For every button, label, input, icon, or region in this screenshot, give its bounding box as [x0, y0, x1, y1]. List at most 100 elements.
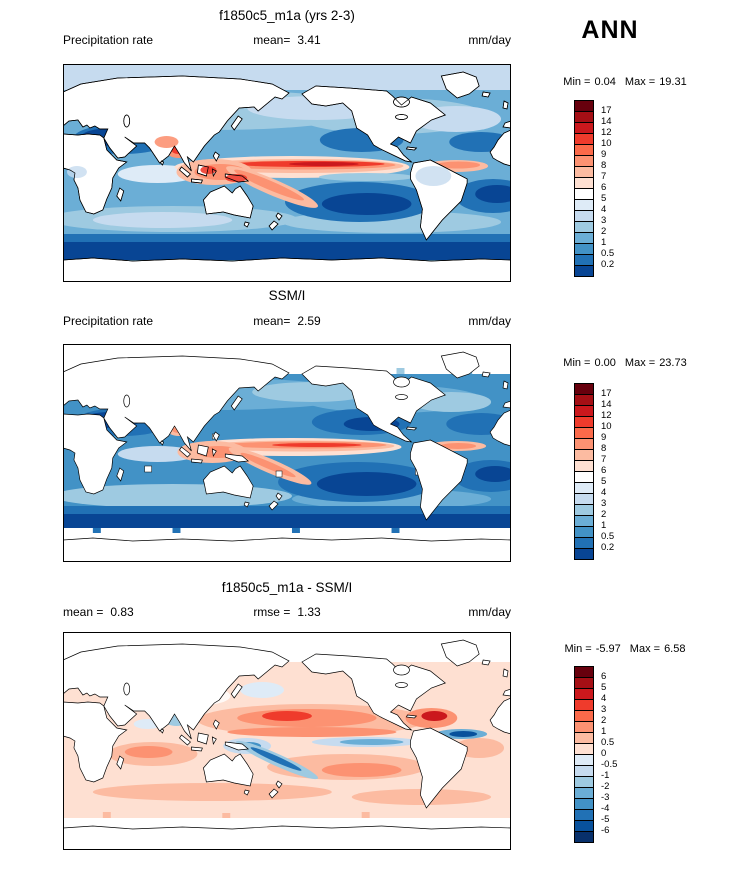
panel1-mean-value: 3.41 [297, 33, 321, 47]
colorbar-tick-label: 7 [601, 171, 607, 182]
colorbar-cell [575, 472, 593, 483]
panel1-mean: mean= 3.41 [63, 33, 511, 47]
panel2-title: SSM/I [268, 288, 306, 303]
panel3-mean-value: 0.83 [110, 605, 134, 619]
panel1-min-label: Min = [563, 76, 591, 88]
panel1-max-value: 19.31 [659, 76, 687, 88]
colorbar-cell [575, 733, 593, 744]
colorbar-cell [575, 788, 593, 799]
colorbar-tick-label: 10 [601, 421, 612, 432]
panel3-title: f1850c5_m1a - SSM/I [221, 580, 353, 595]
colorbar-cell [575, 395, 593, 406]
colorbar-cell [575, 527, 593, 538]
panel3-colorbar: 6 5 4 3 2 1 0.5 0 -0.5 -1 -2 -3 -4 -5 -6 [574, 666, 644, 843]
colorbar-cell [575, 200, 593, 211]
colorbar-tick-label: 1 [601, 237, 607, 248]
colorbar-tick-label: 0.2 [601, 259, 615, 270]
panel2-minmax: Min = 0.00 Max = 23.73 [520, 357, 730, 369]
colorbar-cell [575, 461, 593, 472]
panel1-units: mm/day [468, 33, 511, 47]
map-border [63, 632, 511, 850]
colorbar-tick-label: 3 [601, 498, 607, 509]
panel3-min-label: Min = [564, 643, 592, 655]
panel2-min-value: 0.00 [594, 357, 616, 369]
colorbar-cell [575, 134, 593, 145]
colorbar-cell [575, 678, 593, 689]
map-border [63, 344, 511, 562]
panel2-colorbar: 17 14 12 10 9 8 7 6 5 4 3 2 1 0.5 0.2 [574, 383, 644, 560]
colorbar-tick-label: 12 [601, 410, 612, 421]
land-precip-patches [66, 136, 452, 186]
colorbar-cell [575, 101, 593, 112]
colorbar-tick-label: 6 [601, 182, 607, 193]
colorbar-tick-label: 2 [601, 509, 607, 520]
panel1-stats-row: Precipitation rate mean= 3.41 mm/day [63, 33, 511, 48]
colorbar-tick-label: 10 [601, 138, 612, 149]
panel3-minmax: Min = -5.97 Max = 6.58 [520, 643, 730, 655]
colorbar-tick-label: 1 [601, 520, 607, 531]
colorbar-tick-label: 0.5 [601, 737, 615, 748]
panel3-max-label: Max = [629, 643, 661, 655]
colorbar-cell [575, 112, 593, 123]
colorbar-tick-label: 4 [601, 693, 607, 704]
colorbar-cell [575, 689, 593, 700]
colorbar-cell [575, 799, 593, 810]
colorbar-tick-label: 2 [601, 226, 607, 237]
colorbar-tick-label: 7 [601, 454, 607, 465]
colorbar-cell [575, 744, 593, 755]
panel2-units: mm/day [468, 314, 511, 328]
panel1-max-label: Max = [624, 76, 656, 88]
season-label: ANN [581, 16, 639, 44]
colorbar-cell [575, 255, 593, 266]
panel2-mean-label: mean= [253, 314, 291, 328]
colorbar-cell [575, 711, 593, 722]
colorbar-cell [575, 821, 593, 832]
colorbar-tick-label: 5 [601, 682, 607, 693]
colorbar-cell [575, 777, 593, 788]
colorbar-tick-label: 14 [601, 399, 612, 410]
colorbar-tick-label: 9 [601, 149, 607, 160]
colorbar-cell [575, 244, 593, 255]
colorbar-stack [574, 100, 594, 277]
colorbar-cell [575, 516, 593, 527]
colorbar-tick-label: 6 [601, 671, 607, 682]
precip-map-obs [63, 344, 511, 562]
colorbar-tick-label: -0.5 [601, 759, 618, 770]
precip-map-model [63, 64, 511, 282]
panel2-min-label: Min = [563, 357, 591, 369]
panel3-mean-label: mean = [63, 605, 104, 619]
colorbar-cell [575, 439, 593, 450]
panel2-mean-value: 2.59 [297, 314, 321, 328]
colorbar-stack [574, 383, 594, 560]
colorbar-tick-label: 1 [601, 726, 607, 737]
panel3-rmse-value: 1.33 [297, 605, 321, 619]
panel2-max-value: 23.73 [659, 357, 687, 369]
colorbar-tick-label: -6 [601, 825, 610, 836]
panel2-max-label: Max = [624, 357, 656, 369]
colorbar-tick-label: 0.5 [601, 531, 615, 542]
panel3-rmse: rmse = 1.33 [63, 605, 511, 619]
map-border [63, 64, 511, 282]
colorbar-cell [575, 178, 593, 189]
colorbar-cell [575, 538, 593, 549]
colorbar-cell [575, 167, 593, 178]
colorbar-cell [575, 755, 593, 766]
panel1-colorbar: 17 14 12 10 9 8 7 6 5 4 3 2 1 0.5 0.2 [574, 100, 644, 277]
colorbar-cell [575, 266, 593, 276]
colorbar-cell [575, 406, 593, 417]
colorbar-cell [575, 417, 593, 428]
panel1-min-value: 0.04 [594, 76, 616, 88]
colorbar-tick-label: -3 [601, 792, 610, 803]
colorbar-tick-label: 0 [601, 748, 607, 759]
colorbar-tick-label: 9 [601, 432, 607, 443]
precip-map-diff [63, 632, 511, 850]
colorbar-cell [575, 832, 593, 842]
panel3-min-value: -5.97 [595, 643, 621, 655]
colorbar-tick-label: 2 [601, 715, 607, 726]
colorbar-cell [575, 810, 593, 821]
colorbar-tick-label: 17 [601, 388, 612, 399]
colorbar-cell [575, 505, 593, 516]
colorbar-tick-label: 0.5 [601, 248, 615, 259]
colorbar-tick-label: 6 [601, 465, 607, 476]
colorbar-cell [575, 189, 593, 200]
